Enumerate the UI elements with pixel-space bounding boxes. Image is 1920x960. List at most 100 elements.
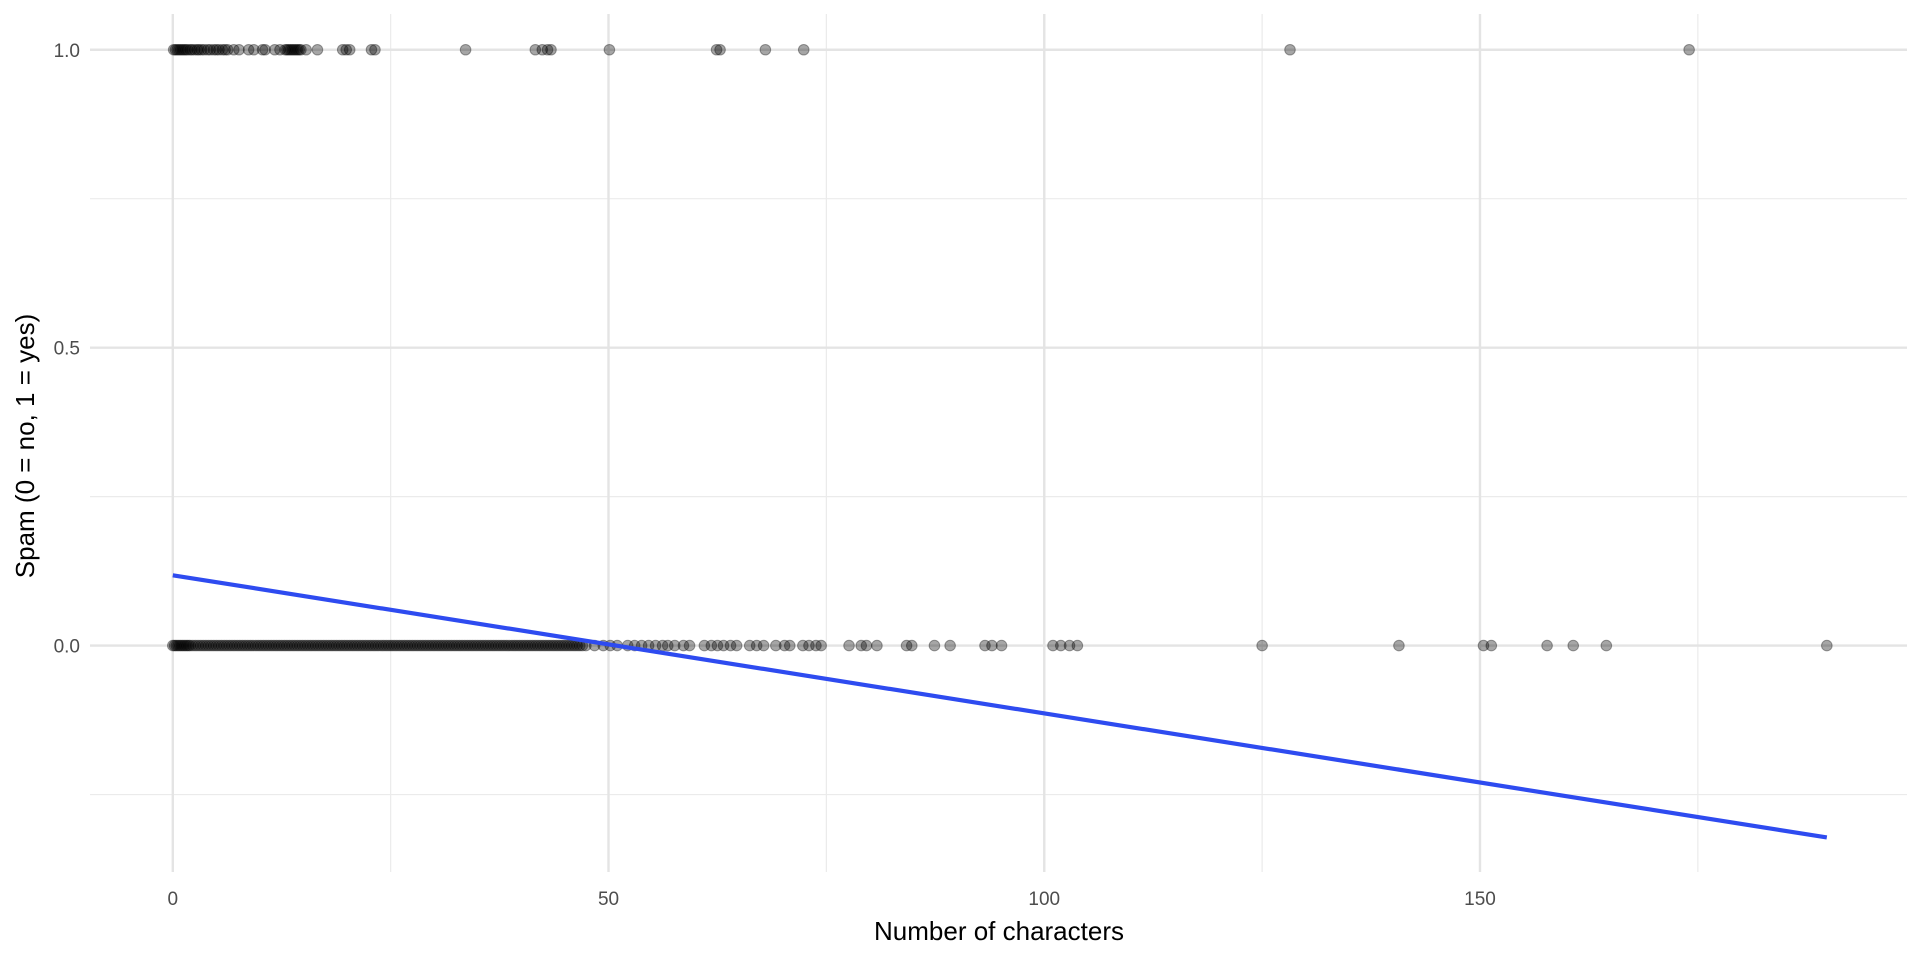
data-point [304, 639, 317, 652]
data-point [372, 639, 385, 652]
data-point [322, 639, 335, 652]
data-point [545, 639, 557, 652]
data-point [286, 639, 298, 652]
data-point [317, 639, 330, 652]
data-point [268, 43, 281, 56]
data-point [226, 639, 238, 652]
data-point [711, 639, 724, 652]
data-point [411, 639, 424, 652]
data-point [398, 639, 411, 652]
data-point [487, 639, 500, 652]
data-point [448, 639, 461, 652]
data-point [390, 639, 403, 652]
data-point [336, 639, 348, 652]
data-point [295, 43, 307, 56]
regression-line-layer [172, 573, 1828, 840]
data-point [542, 639, 555, 652]
data-point [717, 639, 730, 652]
data-point [291, 639, 304, 652]
data-point [783, 639, 796, 652]
data-point [242, 43, 255, 56]
data-point [171, 43, 183, 56]
data-point [170, 639, 183, 652]
data-point [166, 639, 179, 652]
data-point [529, 639, 542, 652]
data-point [750, 639, 763, 652]
data-point [213, 43, 225, 56]
data-point [181, 43, 194, 56]
data-point [315, 639, 327, 652]
data-point [1600, 639, 1613, 652]
data-point [274, 43, 286, 56]
data-point [388, 639, 400, 652]
data-point [759, 43, 772, 56]
data-point [182, 639, 195, 652]
data-point [526, 639, 539, 652]
data-point [900, 639, 913, 652]
data-point [1477, 639, 1490, 652]
data-point [291, 43, 304, 56]
data-point [770, 639, 782, 652]
data-point [553, 639, 565, 652]
data-point [333, 639, 346, 652]
data-point [343, 639, 356, 652]
data-point [443, 639, 455, 652]
data-point [485, 639, 497, 652]
data-point [168, 639, 181, 652]
data-point [860, 639, 873, 652]
data-point [451, 639, 463, 652]
data-point [422, 639, 434, 652]
data-point [210, 639, 223, 652]
regression-line [172, 573, 1828, 840]
data-point [1683, 43, 1695, 56]
data-point [354, 639, 366, 652]
data-point [201, 43, 214, 56]
data-point [187, 639, 199, 652]
data-point [539, 639, 552, 652]
data-point [288, 43, 300, 56]
data-point [409, 639, 421, 652]
data-point [513, 639, 526, 652]
data-point [370, 639, 382, 652]
data-point [300, 43, 312, 56]
data-point [299, 639, 312, 652]
y-tick-label: 1.0 [54, 41, 80, 62]
data-point [311, 43, 324, 56]
data-point [365, 43, 378, 56]
data-point [815, 639, 827, 652]
data-point [1284, 43, 1296, 56]
data-point [986, 639, 998, 652]
data-point [698, 639, 711, 652]
data-point [364, 639, 377, 652]
data-point [474, 639, 487, 652]
data-point [175, 639, 188, 652]
data-point [396, 639, 408, 652]
data-point [1485, 639, 1498, 652]
data-point [377, 639, 390, 652]
data-point [192, 639, 204, 652]
data-point [560, 639, 573, 652]
data-point [177, 639, 190, 652]
data-point [383, 639, 395, 652]
data-point [406, 639, 419, 652]
tick-labels: 0 50 100 150 0.0 0.5 1.0 [54, 41, 1496, 910]
data-point [325, 639, 338, 652]
data-point [193, 43, 205, 56]
data-point [466, 639, 479, 652]
data-point [284, 43, 297, 56]
data-point [461, 639, 474, 652]
data-point [979, 639, 991, 652]
data-point [464, 639, 476, 652]
data-point [202, 639, 215, 652]
data-point [843, 639, 855, 652]
data-point [244, 639, 257, 652]
data-point [195, 43, 208, 56]
data-point [281, 43, 293, 56]
data-point [710, 43, 723, 56]
data-point [172, 639, 184, 652]
data-point [1821, 639, 1833, 652]
data-point [210, 43, 223, 56]
data-point [205, 639, 217, 652]
data-point [511, 639, 523, 652]
